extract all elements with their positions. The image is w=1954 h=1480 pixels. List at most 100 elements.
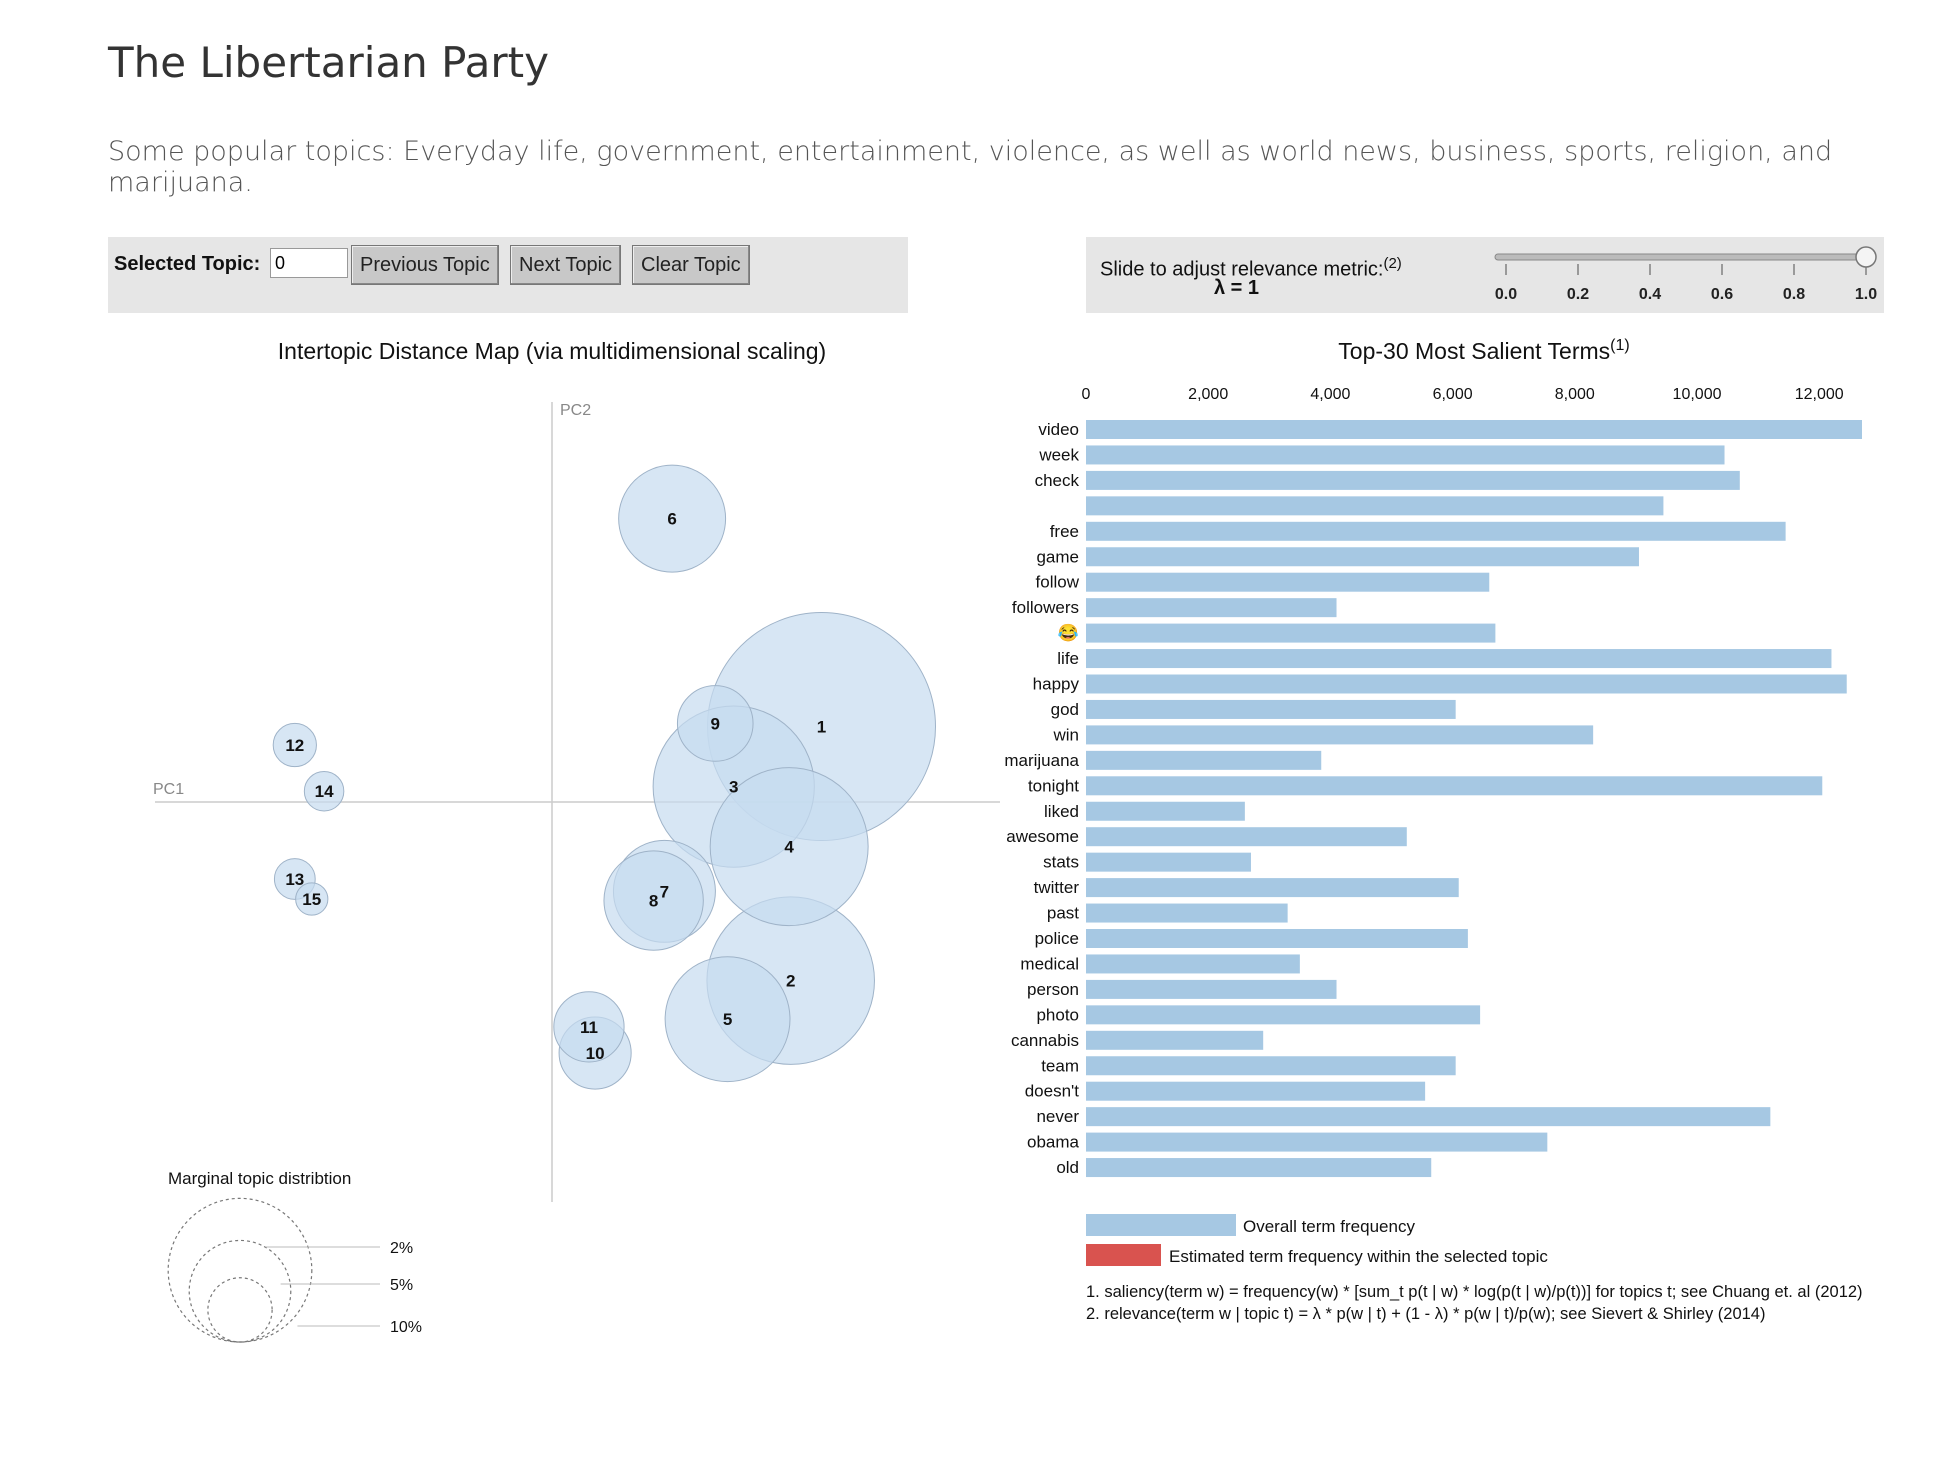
map-title: Intertopic Distance Map (via multidimens… (278, 338, 826, 364)
term-label[interactable]: liked (1044, 802, 1079, 821)
term-bar[interactable] (1086, 572, 1490, 592)
term-label[interactable]: medical (1020, 954, 1079, 973)
overall-frequency-swatch (1086, 1214, 1236, 1236)
term-label[interactable]: person (1027, 980, 1079, 999)
term-label[interactable]: old (1056, 1158, 1079, 1177)
term-bar[interactable] (1086, 979, 1337, 999)
term-bar[interactable] (1086, 623, 1496, 643)
term-label[interactable]: doesn't (1025, 1082, 1080, 1101)
term-label[interactable]: never (1036, 1107, 1079, 1126)
pc1-label: PC1 (153, 781, 184, 798)
size-legend-label: 5% (390, 1277, 413, 1294)
topic-label-2: 2 (786, 972, 795, 991)
selected-topic-input[interactable] (270, 248, 348, 278)
term-bar[interactable] (1086, 699, 1456, 719)
term-bar[interactable] (1086, 445, 1725, 465)
term-bar[interactable] (1086, 878, 1459, 898)
term-bar[interactable] (1086, 801, 1245, 821)
term-label[interactable]: stats (1043, 853, 1079, 872)
term-bar[interactable] (1086, 496, 1664, 516)
term-bar[interactable] (1086, 521, 1786, 541)
x-tick-label: 12,000 (1795, 386, 1844, 403)
term-bar[interactable] (1086, 1081, 1426, 1101)
term-bar[interactable] (1086, 547, 1639, 567)
term-label[interactable]: police (1035, 929, 1079, 948)
term-label[interactable]: video (1038, 420, 1079, 439)
topic-circle-4[interactable] (709, 767, 869, 927)
topic-label-1: 1 (817, 718, 826, 737)
term-label[interactable]: free (1050, 522, 1079, 541)
term-bar[interactable] (1086, 929, 1468, 948)
topic-label-14: 14 (315, 782, 334, 801)
topic-frequency-swatch (1086, 1244, 1161, 1266)
term-bar[interactable] (1086, 470, 1740, 490)
term-label[interactable]: game (1036, 547, 1079, 566)
term-label[interactable]: 😂 (1058, 624, 1079, 643)
term-bar[interactable] (1086, 750, 1322, 770)
term-label[interactable]: win (1052, 725, 1079, 744)
term-bar[interactable] (1086, 598, 1337, 618)
topic-circle-15[interactable] (295, 882, 329, 916)
term-label[interactable]: followers (1012, 598, 1079, 617)
previous-topic-button[interactable]: Previous Topic (351, 245, 499, 285)
term-bar[interactable] (1086, 1056, 1456, 1076)
term-label[interactable]: team (1041, 1056, 1079, 1075)
term-label[interactable]: week (1038, 445, 1079, 464)
term-bar[interactable] (1086, 903, 1288, 923)
term-bar[interactable] (1086, 1030, 1264, 1050)
topic-circle-12[interactable] (272, 722, 317, 768)
lambda-value: λ = 1 (1214, 277, 1260, 299)
term-label[interactable]: happy (1033, 675, 1080, 694)
topic-label-5: 5 (723, 1010, 732, 1029)
slider-track[interactable] (1494, 253, 1868, 261)
topic-circle-11[interactable] (553, 991, 625, 1063)
term-bar[interactable] (1086, 1005, 1481, 1025)
next-topic-button[interactable]: Next Topic (510, 245, 622, 285)
term-label[interactable]: check (1035, 471, 1080, 490)
term-bar[interactable] (1086, 1158, 1432, 1178)
topic-circle-5[interactable] (664, 956, 791, 1083)
x-tick-label: 0 (1082, 386, 1091, 403)
intertopic-distance-map: Intertopic Distance Map (via multidimens… (153, 338, 1000, 1343)
term-label[interactable]: follow (1036, 573, 1080, 592)
term-label[interactable]: past (1047, 904, 1079, 923)
topic-label-4: 4 (784, 838, 794, 857)
term-bar[interactable] (1086, 852, 1251, 872)
selected-topic-label: Selected Topic: (114, 253, 261, 275)
x-tick-label: 2,000 (1188, 386, 1228, 403)
clear-topic-button[interactable]: Clear Topic (632, 245, 750, 285)
term-bar[interactable] (1086, 776, 1823, 796)
term-bar[interactable] (1086, 1132, 1548, 1152)
topic-label-9: 9 (711, 714, 720, 733)
salient-terms-chart: Top-30 Most Salient Terms(1) 0 2,000 4,000… (1004, 337, 1862, 1323)
term-label[interactable]: tonight (1028, 776, 1079, 795)
term-bar[interactable] (1086, 827, 1407, 847)
slider-tick-label: 0.8 (1783, 286, 1805, 303)
topic-circle-9[interactable] (676, 685, 754, 762)
term-bar[interactable] (1086, 674, 1847, 694)
x-tick-label: 4,000 (1310, 386, 1350, 403)
slider-handle[interactable] (1855, 246, 1877, 268)
term-label[interactable]: twitter (1034, 878, 1080, 897)
term-label[interactable]: life (1057, 649, 1079, 668)
term-bar[interactable] (1086, 1107, 1771, 1127)
topic-circle-6[interactable] (618, 464, 727, 573)
lambda-slider[interactable]: 0.0 0.2 0.4 0.6 0.8 1.0 (1086, 237, 1884, 313)
term-label[interactable]: awesome (1006, 827, 1079, 846)
term-label[interactable]: photo (1036, 1005, 1079, 1024)
marginal-size-legend: 2% 5% 10% (167, 1197, 422, 1343)
term-label[interactable]: marijuana (1004, 751, 1079, 770)
term-label[interactable]: cannabis (1011, 1031, 1079, 1050)
slider-tick-label: 0.0 (1495, 286, 1517, 303)
term-bar[interactable] (1086, 954, 1300, 974)
term-bar[interactable] (1086, 420, 1862, 439)
topic-circle-14[interactable] (303, 770, 345, 812)
pc2-label: PC2 (560, 402, 591, 419)
topic-control-panel: Selected Topic: Previous Topic Next Topi… (108, 237, 908, 313)
term-label[interactable]: obama (1027, 1133, 1080, 1152)
term-bar[interactable] (1086, 649, 1832, 669)
x-tick-label: 6,000 (1433, 386, 1473, 403)
term-bar[interactable] (1086, 725, 1594, 745)
topic-circle-8[interactable] (603, 850, 704, 951)
term-label[interactable]: god (1051, 700, 1079, 719)
